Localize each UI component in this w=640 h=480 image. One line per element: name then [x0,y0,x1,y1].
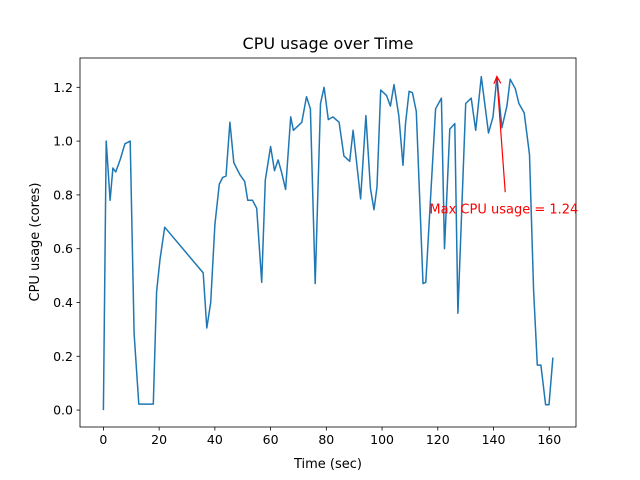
x-tick-label: 0 [99,432,107,447]
y-axis-label: CPU usage (cores) [28,183,43,302]
axes-frame [79,57,577,428]
y-tick-label: 0.8 [53,187,73,202]
x-tick-label: 160 [537,432,561,447]
x-tick-label: 100 [370,432,394,447]
y-tick-label: 0.4 [53,295,73,310]
plot-area: 0 20 40 60 80 100 120 140 160 0.0 0.2 0.4 0.6 0.8 1.0 1… [53,57,577,447]
x-tick-label: 80 [318,432,334,447]
y-tick-label: 1.2 [53,80,73,95]
x-tick-label: 140 [482,432,506,447]
annotation-arrow [496,77,506,193]
x-tick-label: 20 [151,432,167,447]
chart-title: CPU usage over Time [243,34,414,53]
max-annotation-text: Max CPU usage = 1.24 [429,202,578,217]
x-tick-label: 40 [207,432,223,447]
annotation-arrowhead-icon [493,75,502,85]
x-tick-label: 120 [426,432,450,447]
y-tick-label: 0.6 [53,241,73,256]
y-tick-label: 1.0 [53,134,73,149]
x-axis-label: Time (sec) [293,457,362,472]
y-tick-label: 0.2 [53,349,73,364]
x-tick-label: 60 [263,432,279,447]
series-line-cpu-usage [102,75,554,411]
y-tick-label: 0.0 [53,403,73,418]
